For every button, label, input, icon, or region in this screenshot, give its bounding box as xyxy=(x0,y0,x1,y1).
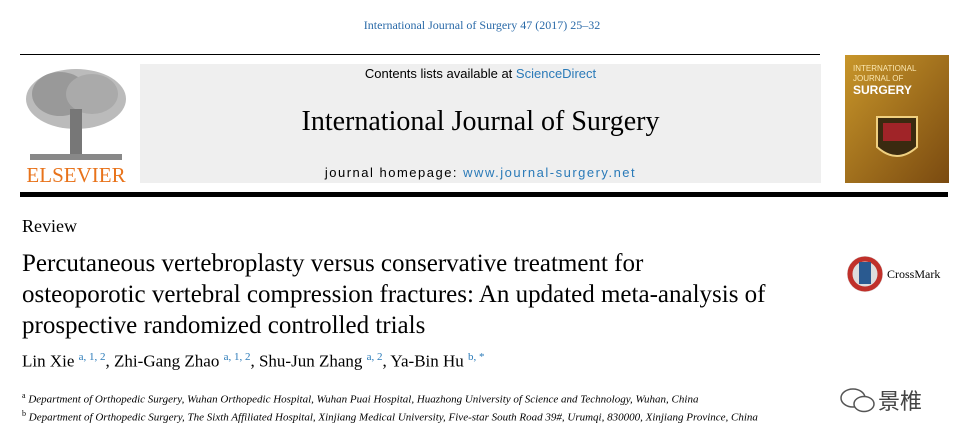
cover-text: INTERNATIONAL xyxy=(853,64,917,73)
citation: International Journal of Surgery 47 (201… xyxy=(363,18,601,32)
author-name: Lin Xie xyxy=(22,351,75,371)
author-separator: , xyxy=(105,351,110,371)
affiliation: a Department of Orthopedic Surgery, Wuha… xyxy=(22,389,822,407)
homepage-line: journal homepage: www.journal-surgery.ne… xyxy=(140,165,821,180)
sciencedirect-link[interactable]: ScienceDirect xyxy=(515,66,597,81)
author-affiliation-mark: b, * xyxy=(468,351,485,363)
affiliations: a Department of Orthopedic Surgery, Wuha… xyxy=(22,389,822,425)
article-title: Percutaneous vertebroplasty versus conse… xyxy=(22,250,766,339)
cover-text: JOURNAL OF xyxy=(853,74,903,83)
journal-cover: INTERNATIONAL JOURNAL OF SURGERY xyxy=(845,55,949,183)
crossmark-label: CrossMark xyxy=(887,266,941,281)
author-name: Shu-Jun Zhang xyxy=(258,351,363,371)
rule xyxy=(20,54,820,55)
journal-banner xyxy=(140,64,821,183)
homepage-label: journal homepage: xyxy=(324,165,459,180)
author-affiliation-mark: a, 1, 2 xyxy=(78,351,106,363)
cover-text: SURGERY xyxy=(853,83,912,97)
thick-rule xyxy=(20,192,948,197)
contents-prefix: Contents lists available at xyxy=(364,66,513,81)
wechat-icon xyxy=(840,388,875,413)
affiliation-text: Department of Orthopedic Surgery, The Si… xyxy=(28,411,758,424)
author-separator: , xyxy=(382,351,387,371)
journal-name: International Journal of Surgery xyxy=(301,106,660,137)
article-type: Review xyxy=(22,216,77,236)
crossmark-icon xyxy=(847,256,883,292)
author-name: Zhi-Gang Zhao xyxy=(114,351,220,371)
author-list: Lin Xie a, 1, 2, Zhi-Gang Zhao a, 1, 2, … xyxy=(22,351,485,372)
publisher: ELSEVIER xyxy=(26,163,125,186)
elsevier-logo: ELSEVIER xyxy=(20,64,132,186)
author-affiliation-mark: a, 2 xyxy=(366,351,383,363)
author-separator: , xyxy=(250,351,255,371)
contents-line: Contents lists available at ScienceDirec… xyxy=(140,66,821,81)
homepage-url[interactable]: www.journal-surgery.net xyxy=(463,165,637,180)
watermark-text: 景椎 xyxy=(878,390,923,415)
watermark: 景椎 xyxy=(838,384,922,416)
affiliation-mark: a xyxy=(22,391,26,400)
affiliation-text: Department of Orthopedic Surgery, Wuhan … xyxy=(28,393,699,406)
author-name: Ya-Bin Hu xyxy=(390,351,464,371)
author-affiliation-mark: a, 1, 2 xyxy=(223,351,251,363)
affiliation: b Department of Orthopedic Surgery, The … xyxy=(22,407,822,425)
affiliation-mark: b xyxy=(22,409,26,419)
crossmark-badge[interactable]: CrossMark xyxy=(845,254,940,294)
